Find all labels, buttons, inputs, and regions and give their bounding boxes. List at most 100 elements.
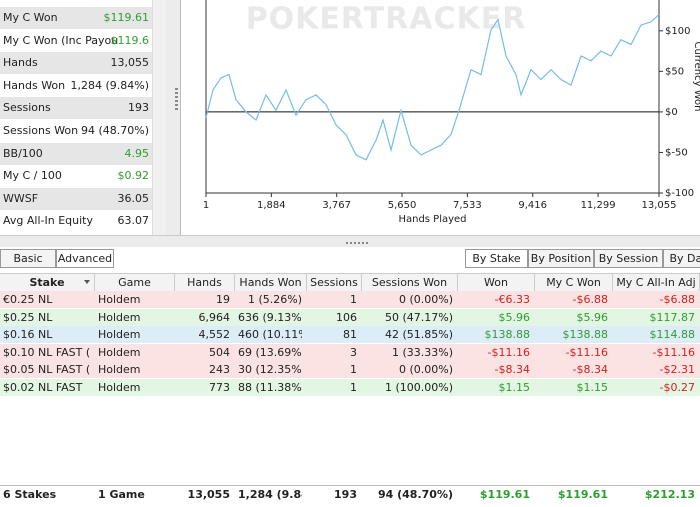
table-cell: 636 (9.13%) [238, 310, 302, 324]
table-cell: 504 [209, 345, 230, 359]
table-cell: 1 [350, 363, 357, 376]
column-header[interactable]: My C Won [535, 274, 613, 291]
table-cell: -$0.27 [659, 380, 695, 394]
table-cell: -$11.16 [565, 345, 608, 359]
footer-cell: 6 Stakes [3, 488, 57, 501]
table-cell: -$11.16 [652, 345, 695, 359]
stat-row [0, 142, 152, 165]
footer-cell: $212.13 [644, 488, 695, 501]
table-cell: 81 [343, 328, 357, 341]
table-cell: 4,552 [198, 328, 231, 341]
table-cell: Holdem [98, 293, 141, 306]
table-row[interactable] [0, 308, 700, 326]
tab[interactable]: By Position [528, 249, 594, 268]
footer-cell: 1,284 (9.84%) [238, 488, 302, 501]
table-cell: 1 [350, 293, 357, 306]
stat-label: Hands Won [3, 78, 66, 92]
column-header[interactable]: Won [458, 274, 535, 291]
table-row[interactable] [0, 378, 700, 396]
stat-value: 1,284 (9.84%) [70, 78, 149, 92]
stat-label: My C Won (Inc Payouts) [3, 33, 118, 47]
column-header[interactable]: Hands Won [235, 274, 307, 291]
footer-cell: 193 [334, 488, 357, 501]
table-cell: -€6.33 [494, 293, 530, 306]
table-cell: $117.87 [649, 310, 696, 324]
stat-label: BB/100 [3, 146, 43, 160]
column-header[interactable]: Hands [175, 274, 235, 291]
table-row[interactable] [0, 326, 700, 343]
column-header[interactable]: Sessions Won [362, 274, 458, 291]
y-tick-label: $50 [665, 66, 684, 77]
table-row[interactable] [0, 361, 700, 378]
table-cell: 1 [350, 380, 357, 394]
table-cell: -$11.16 [487, 345, 530, 359]
table-cell: 3 [350, 345, 357, 359]
table-cell: 1 (33.33%) [391, 345, 453, 359]
x-tick-label: 1 [203, 200, 209, 211]
table-cell: $5.96 [498, 310, 531, 324]
footer-cell: $119.61 [479, 488, 530, 501]
stat-value: 13,055 [110, 56, 150, 70]
footer-cell: $119.61 [557, 488, 608, 501]
x-tick-label: 5,650 [388, 200, 417, 211]
stat-label: WWSF [3, 191, 39, 205]
table-cell: -$8.34 [494, 363, 530, 376]
stat-value: 4.95 [124, 146, 150, 160]
stat-row [0, 165, 152, 188]
divider-grip [346, 242, 370, 244]
table-cell: 0 (0.00%) [398, 363, 453, 376]
tab[interactable]: By Session [594, 249, 663, 268]
y-tick-label: $-100 [665, 188, 694, 199]
scrollbar[interactable] [152, 0, 167, 235]
table-cell: $0.05 NL FAST (6 ma [3, 363, 90, 376]
stat-row [0, 187, 152, 210]
column-header[interactable]: Game [95, 274, 175, 291]
stat-row [0, 74, 152, 97]
stat-row [0, 29, 152, 52]
stat-value: 193 [128, 101, 149, 115]
tab[interactable]: By Stake [465, 249, 528, 268]
table-cell: $138.88 [484, 328, 531, 341]
table-cell: $0.25 NL [3, 310, 53, 324]
stat-row [0, 52, 152, 75]
x-tick-label: 3,767 [322, 200, 351, 211]
stat-label: Avg All-In Equity [3, 214, 93, 228]
x-tick-label: 11,299 [581, 200, 616, 211]
table-cell: 1 (100.00%) [384, 380, 453, 394]
y-tick-label: $100 [665, 26, 690, 37]
column-header[interactable]: My C All-In Adj [613, 274, 700, 291]
stat-row [0, 210, 152, 233]
table-cell: -$8.34 [572, 363, 608, 376]
stat-row [0, 120, 152, 142]
stat-label: My C Won [3, 11, 58, 24]
tab[interactable]: Advanced [56, 249, 114, 268]
tab[interactable]: By Dat [663, 249, 700, 268]
table-cell: 42 (51.85%) [384, 328, 453, 341]
table-cell: $0.10 NL FAST (6 ma [3, 345, 90, 359]
splitter[interactable] [166, 0, 180, 235]
column-header[interactable]: Sessions [307, 274, 362, 291]
table-cell: 0 (0.00%) [398, 293, 453, 306]
column-header[interactable]: Stake [0, 274, 95, 291]
stat-value: $0.92 [117, 169, 150, 183]
table-cell: Holdem [98, 345, 141, 359]
chart: POKERTRACKER $-100 $-50 $0 $50 $100 1 1,884 3,76… [180, 0, 700, 235]
table-row[interactable] [0, 291, 700, 308]
stat-value: 63.07 [117, 214, 150, 228]
table-cell: $0.16 NL [3, 328, 53, 341]
stat-label: My C / 100 [3, 169, 62, 183]
footer-cell: 1 Game [98, 488, 145, 501]
table-cell: €0.25 NL [3, 293, 53, 306]
tab[interactable]: Basic [0, 249, 56, 268]
table-cell: 460 (10.11%) [238, 328, 302, 341]
table-cell: 773 [209, 380, 230, 394]
y-axis-label: Currency Won [692, 42, 700, 112]
panel-divider[interactable] [0, 235, 700, 248]
table-cell: 6,964 [198, 310, 231, 324]
table-cell: $0.02 NL FAST [3, 380, 83, 394]
table-cell: $114.88 [649, 328, 696, 341]
table-cell: 30 (12.35%) [238, 363, 302, 376]
table-row[interactable] [0, 343, 700, 361]
table-cell: 19 [216, 293, 230, 306]
